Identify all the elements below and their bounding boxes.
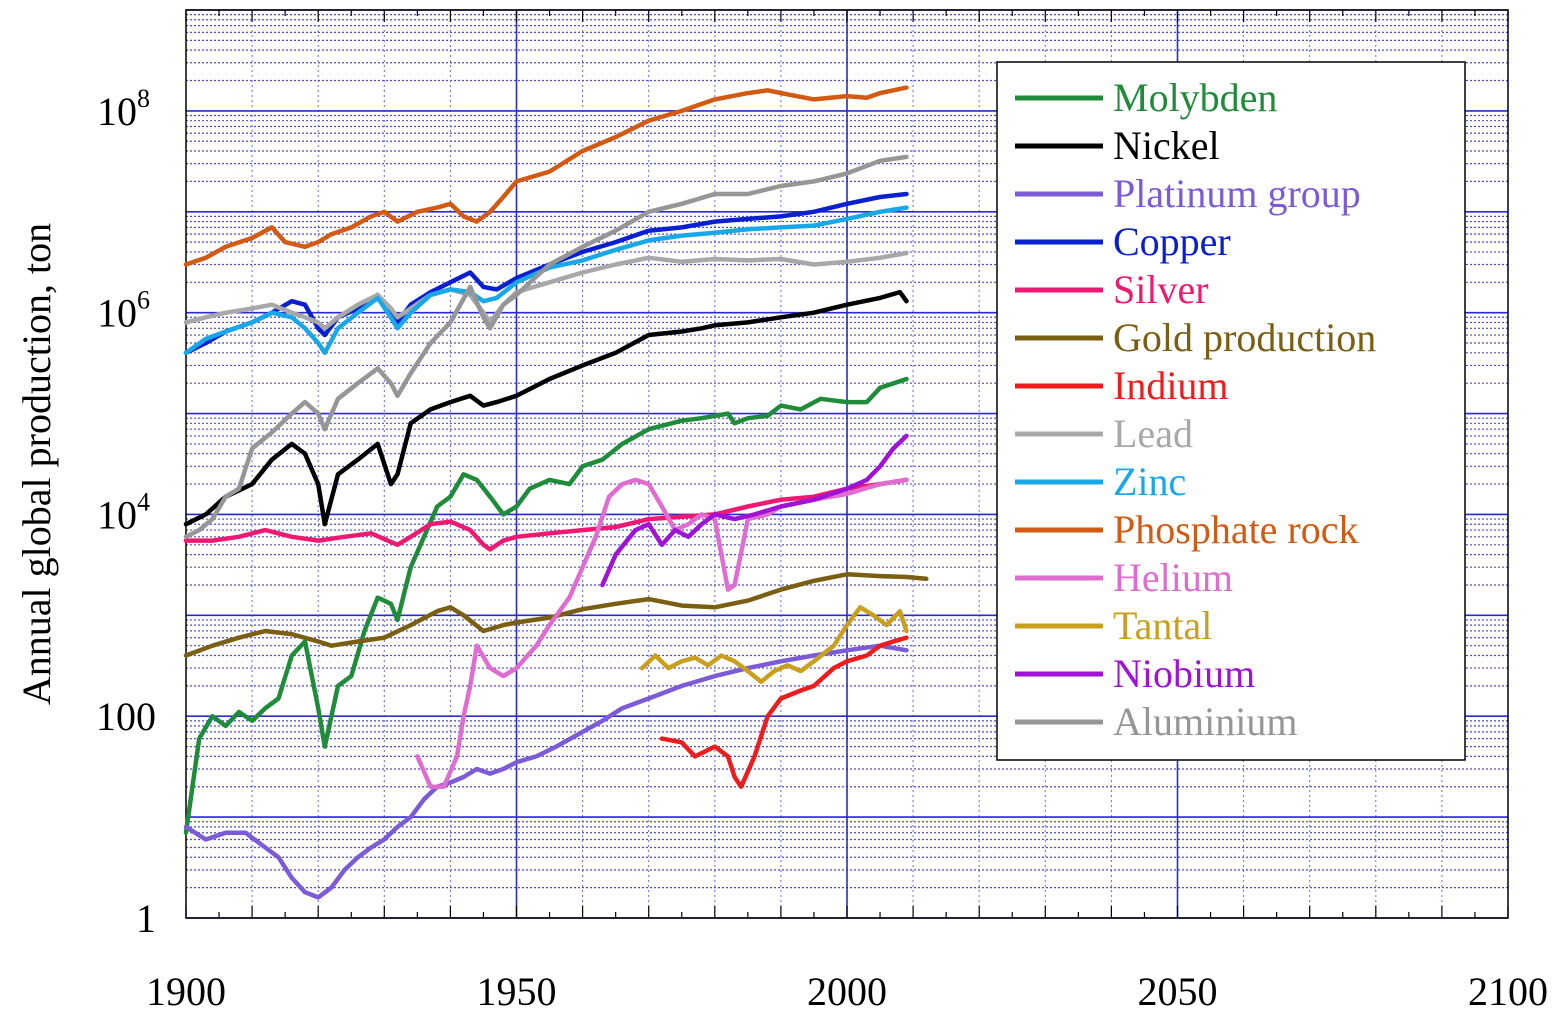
legend-label: Lead bbox=[1113, 411, 1193, 456]
series-line-silver bbox=[183, 477, 909, 552]
axis-ticks bbox=[185, 10, 1509, 918]
series-line-niobium bbox=[600, 433, 909, 588]
x-tick-label: 1900 bbox=[146, 969, 226, 1012]
legend-label: Indium bbox=[1113, 363, 1229, 408]
series-line-aluminium bbox=[183, 154, 909, 540]
x-tick-label: 2050 bbox=[1138, 969, 1218, 1012]
legend-label: Zinc bbox=[1113, 459, 1186, 504]
series-line-tantal bbox=[639, 605, 909, 684]
legend-label: Niobium bbox=[1113, 651, 1255, 696]
legend-label: Helium bbox=[1113, 555, 1233, 600]
legend-label: Molybden bbox=[1113, 75, 1277, 120]
x-tick-label: 1950 bbox=[477, 969, 557, 1012]
x-tick-label: 2000 bbox=[807, 969, 887, 1012]
legend-label: Silver bbox=[1113, 267, 1209, 312]
y-tick-label: 1 bbox=[136, 896, 156, 941]
series-line-zinc bbox=[183, 205, 909, 356]
x-tick-labels: 1900 1950 2000 2050 2100 bbox=[146, 969, 1548, 1012]
legend-label: Platinum group bbox=[1113, 171, 1361, 216]
y-axis-title: Annual global production, ton bbox=[14, 223, 59, 705]
y-tick-label: 100 bbox=[96, 694, 156, 739]
legend-label: Aluminium bbox=[1113, 699, 1297, 744]
legend-label: Nickel bbox=[1113, 123, 1220, 168]
y-tick-labels: 1 100 104 106 108 bbox=[96, 84, 156, 941]
series-layer bbox=[183, 85, 929, 900]
legend-label: Gold production bbox=[1113, 315, 1376, 360]
series-line-copper bbox=[183, 191, 909, 356]
legend-label: Copper bbox=[1113, 219, 1231, 264]
y-tick-label: 108 bbox=[97, 84, 150, 134]
series-line-indium bbox=[659, 635, 909, 789]
series-line-gold-production bbox=[183, 572, 929, 658]
legend-box bbox=[996, 61, 1466, 761]
legend-label: Tantal bbox=[1113, 603, 1212, 648]
x-tick-label: 2100 bbox=[1468, 969, 1548, 1012]
series-line-platinum-group bbox=[183, 643, 909, 900]
series-line-nickel bbox=[183, 289, 909, 527]
legend-label: Phosphate rock bbox=[1113, 507, 1359, 552]
y-tick-label: 104 bbox=[97, 487, 150, 537]
series-line-molybden bbox=[183, 376, 909, 835]
series-line-phosphate-rock bbox=[183, 85, 909, 267]
y-tick-label: 106 bbox=[97, 286, 150, 336]
series-line-helium bbox=[415, 477, 909, 789]
